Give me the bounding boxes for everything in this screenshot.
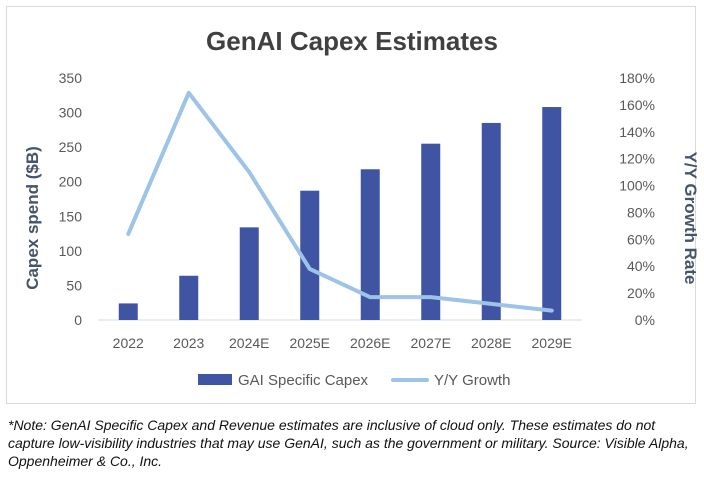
- bar-2022: [118, 303, 138, 320]
- genai-capex-chart: GenAI Capex Estimates 0 50 100 150 200 250 300…: [23, 26, 700, 389]
- right-tick-label: 180%: [619, 70, 655, 86]
- x-tick-label: 2023: [173, 335, 204, 351]
- legend: GAI Specific Capex Y/Y Growth: [198, 372, 510, 389]
- left-tick-label: 100: [59, 243, 83, 259]
- bar-2028E: [481, 122, 501, 320]
- left-tick-label: 250: [59, 139, 83, 155]
- right-tick-label: 0%: [635, 312, 655, 328]
- left-axis-label: Capex spend ($B): [23, 146, 42, 290]
- left-tick-label: 300: [59, 105, 83, 121]
- x-tick-label: 2026E: [350, 335, 390, 351]
- x-axis-ticks: 2022 2023 2024E 2025E 2026E 2027E 2028E 2029E: [113, 335, 572, 351]
- bar-series: [118, 107, 562, 320]
- legend-bar-swatch: [198, 374, 232, 385]
- right-tick-label: 40%: [627, 258, 655, 274]
- growth-line: [126, 90, 554, 313]
- right-tick-label: 100%: [619, 178, 655, 194]
- legend-line-label: Y/Y Growth: [434, 372, 510, 389]
- right-axis-label: Y/Y Growth Rate: [681, 152, 700, 285]
- right-axis-ticks: 0% 20% 40% 60% 80% 100% 120% 140% 160% 180%: [619, 70, 655, 328]
- footnote: *Note: GenAI Specific Capex and Revenue …: [8, 417, 689, 469]
- x-tick-label: 2025E: [290, 335, 330, 351]
- x-tick-label: 2024E: [229, 335, 269, 351]
- left-tick-label: 350: [59, 70, 83, 86]
- right-tick-label: 160%: [619, 97, 655, 113]
- bar-2024E: [239, 227, 259, 320]
- left-tick-label: 0: [74, 312, 82, 328]
- bar-2023: [179, 275, 199, 320]
- x-tick-label: 2028E: [471, 335, 511, 351]
- bar-2026E: [360, 169, 380, 320]
- chart-frame: [6, 6, 696, 404]
- right-tick-label: 80%: [627, 204, 655, 220]
- bar-2027E: [421, 143, 441, 320]
- right-tick-label: 20%: [627, 285, 655, 301]
- right-tick-label: 120%: [619, 151, 655, 167]
- left-tick-label: 50: [66, 277, 82, 293]
- bar-2025E: [300, 190, 320, 320]
- left-tick-label: 150: [59, 208, 83, 224]
- left-axis-ticks: 0 50 100 150 200 250 300 350: [59, 70, 83, 328]
- x-tick-label: 2027E: [411, 335, 451, 351]
- chart-title: GenAI Capex Estimates: [206, 26, 498, 56]
- legend-bar-label: GAI Specific Capex: [238, 372, 369, 389]
- x-tick-label: 2029E: [532, 335, 572, 351]
- x-tick-label: 2022: [113, 335, 144, 351]
- right-tick-label: 60%: [627, 231, 655, 247]
- right-tick-label: 140%: [619, 124, 655, 140]
- bar-2029E: [542, 107, 562, 320]
- left-tick-label: 200: [59, 174, 83, 190]
